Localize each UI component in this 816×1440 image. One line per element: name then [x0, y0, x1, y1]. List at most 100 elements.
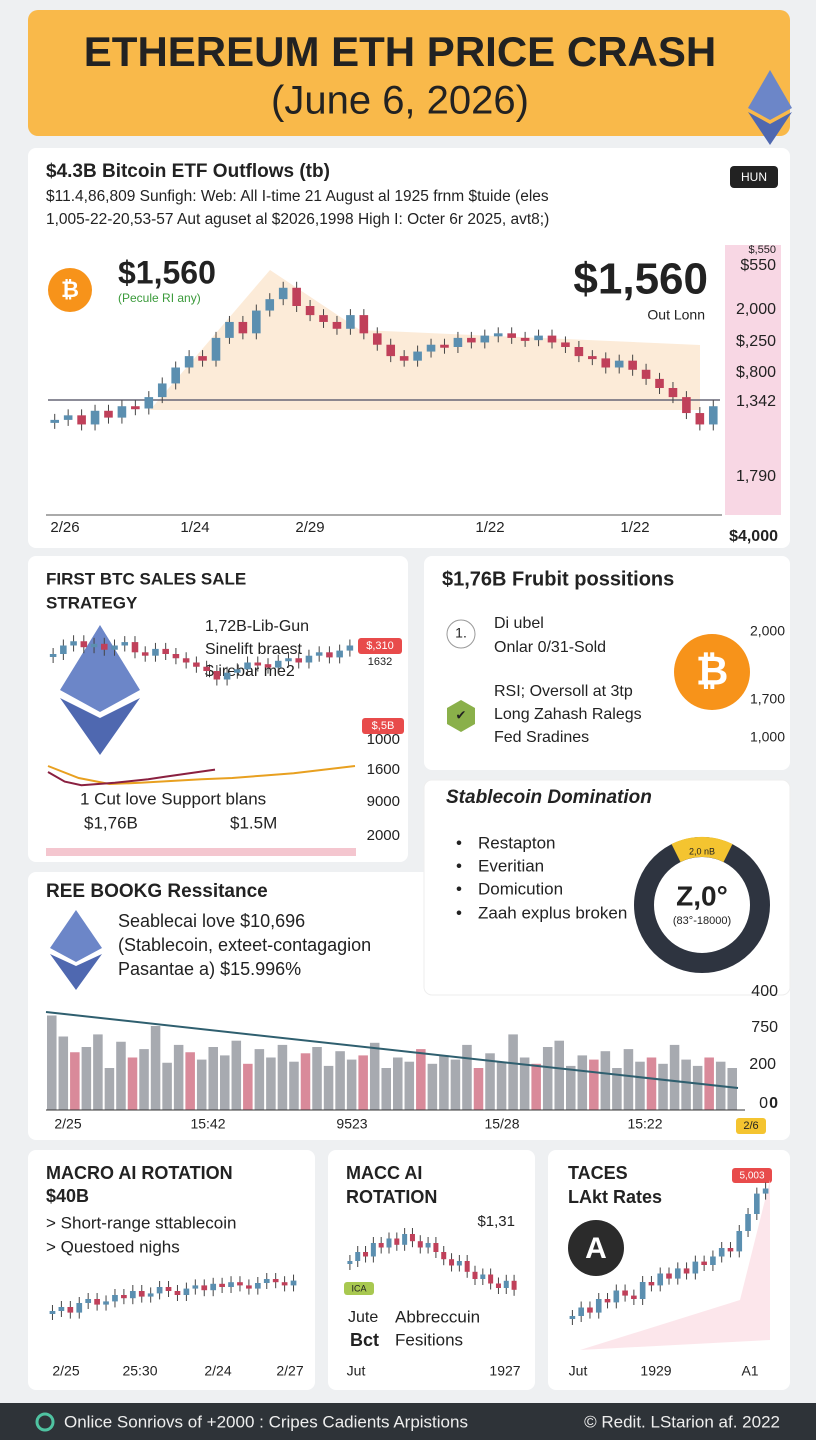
item-line: RSI; Oversoll at 3tp: [494, 683, 633, 700]
candle: [183, 1288, 190, 1295]
price-note: (Pecule RI any): [118, 291, 201, 305]
candle: [628, 360, 637, 370]
candle: [692, 1261, 699, 1274]
candle: [631, 1295, 637, 1299]
label: 2/27: [276, 1363, 303, 1379]
label: 0: [759, 1095, 768, 1112]
bar: [104, 1068, 115, 1110]
candle: [144, 397, 154, 409]
candle: [219, 1283, 225, 1287]
candle: [112, 1295, 118, 1302]
bar: [727, 1068, 737, 1110]
candle: [49, 1311, 56, 1314]
candle: [211, 337, 221, 361]
bar: [439, 1055, 449, 1110]
candle: [488, 1274, 494, 1284]
candle: [50, 419, 60, 423]
support: 1 Cut love Support blans: [80, 789, 266, 808]
line: Fesitions: [395, 1330, 463, 1349]
candle: [433, 1243, 439, 1252]
candle: [666, 1273, 672, 1279]
candle: [655, 378, 664, 388]
shade: [580, 1180, 770, 1350]
candle: [370, 1243, 376, 1257]
panel-title: MACC AI: [346, 1163, 422, 1183]
panel-title: $1,76B Frubit possitions: [442, 568, 674, 590]
candle: [172, 654, 180, 659]
label: 1927: [489, 1363, 520, 1379]
label: 2/25: [52, 1363, 79, 1379]
label: 1/22: [620, 519, 649, 536]
right-label: 1,342: [736, 393, 776, 410]
line: Jute: [348, 1309, 378, 1326]
tag-bg: [344, 1282, 374, 1295]
candle: [252, 310, 261, 334]
bar: [566, 1065, 576, 1110]
bar: [485, 1053, 495, 1110]
candle: [165, 1287, 172, 1291]
eth-logo: [748, 70, 792, 145]
candle: [578, 1307, 584, 1316]
badge: HUN: [741, 170, 767, 184]
bar: [589, 1059, 599, 1110]
badge: $,5B: [372, 720, 395, 732]
bar: [81, 1047, 92, 1110]
candle: [701, 1261, 707, 1265]
candle: [456, 1261, 462, 1266]
candle: [409, 1234, 415, 1242]
candle: [237, 1282, 243, 1286]
candle: [394, 1238, 400, 1245]
right-label: $,250: [736, 333, 776, 350]
candle: [503, 1280, 509, 1288]
bar: [427, 1063, 438, 1110]
badge: 5,003: [739, 1171, 764, 1182]
candle: [281, 1282, 288, 1286]
bar: [542, 1047, 553, 1110]
panel-title: TACES: [568, 1163, 628, 1183]
label: 1929: [640, 1363, 671, 1379]
candle: [101, 643, 108, 650]
right-label: $550: [740, 257, 776, 274]
bullet-text: Zaah explus broken: [478, 903, 627, 922]
candle: [574, 347, 584, 357]
candle: [363, 1252, 369, 1257]
candle: [244, 662, 251, 670]
candle: [708, 406, 718, 425]
candle: [292, 287, 301, 306]
candle: [480, 335, 490, 343]
candle: [156, 1287, 163, 1294]
bar: [196, 1059, 207, 1110]
bar: [127, 1057, 138, 1110]
bar: [381, 1068, 391, 1110]
item-line: Onlar 0/31-Sold: [494, 639, 606, 656]
bar: [508, 1034, 518, 1110]
candle: [336, 650, 343, 658]
candle: [104, 410, 113, 418]
panel-title: LAkt Rates: [568, 1187, 662, 1207]
badge-bg: [732, 1168, 772, 1183]
amount: $1,76B: [84, 813, 138, 832]
candle: [359, 315, 369, 334]
bar: [300, 1053, 311, 1110]
candle: [464, 1261, 470, 1272]
title: ETHEREUM ETH PRICE CRASH: [84, 28, 716, 75]
res-line: Pasantae a) $15.996%: [118, 959, 301, 979]
candle: [657, 1273, 664, 1286]
label: 400: [751, 983, 778, 1000]
item-line: Fed Sradines: [494, 729, 589, 746]
candle: [493, 333, 503, 337]
label: 25:30: [122, 1363, 157, 1379]
candle: [290, 1280, 297, 1286]
candle: [193, 662, 200, 667]
bar: [358, 1055, 368, 1110]
candle: [315, 652, 323, 656]
trend: [45, 1011, 739, 1089]
candle: [171, 367, 180, 384]
candle: [472, 1271, 478, 1279]
candle: [238, 321, 248, 334]
bar: [289, 1061, 299, 1110]
bar: [393, 1057, 403, 1110]
candle: [695, 413, 705, 425]
candle: [440, 344, 449, 348]
